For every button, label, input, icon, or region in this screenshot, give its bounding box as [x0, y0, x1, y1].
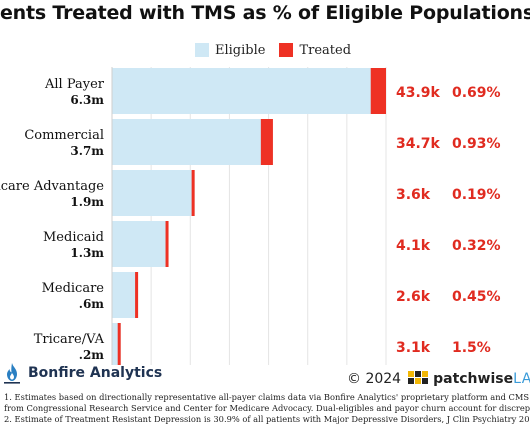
legend: Eligible Treated [195, 41, 365, 59]
category-label: Commercial [24, 128, 104, 143]
category-label: Medicare [42, 281, 105, 296]
logo-text: Bonfire Analytics [28, 365, 163, 381]
eligible-bar [112, 119, 273, 165]
treated-value-label: 3.1k [396, 340, 431, 356]
partner-suffix: LABS [513, 371, 530, 387]
footnote-line-1: 1. Estimates based on directionally repr… [4, 392, 530, 402]
treated-value-label: 43.9k [396, 85, 441, 101]
legend-item-treated: Treated [279, 43, 351, 58]
treated-value-label: 3.6k [396, 187, 431, 203]
treated-bar [135, 272, 139, 318]
treated-value-label: 2.6k [396, 289, 431, 305]
footnotes: 1. Estimates based on directionally repr… [4, 392, 530, 425]
treated-bar [260, 119, 273, 165]
treated-value-label: 34.7k [396, 136, 441, 152]
bonfire-logo: Bonfire Analytics [0, 360, 200, 386]
treated-bar [191, 170, 195, 216]
treated-bar [370, 68, 386, 114]
footnote-line-2: from Congressional Research Service and … [4, 403, 530, 413]
treated-value-label: 4.1k [396, 238, 431, 254]
flame-icon [4, 363, 20, 384]
eligible-value-label: 1.3m [70, 246, 104, 260]
legend-swatch-treated [279, 43, 294, 57]
percent-label: 0.32% [452, 238, 501, 254]
category-label: All Payer [44, 77, 105, 92]
eligible-bar [112, 221, 169, 267]
eligible-value-label: .2m [79, 348, 105, 362]
eligible-value-label: 1.9m [70, 195, 104, 209]
eligible-bar [112, 272, 139, 318]
eligible-bar [112, 170, 195, 216]
eligible-value-label: 3.7m [70, 144, 104, 158]
category-label: Medicaid [43, 230, 104, 245]
partner-brand: patchwise [433, 371, 514, 387]
footnote-line-3: 2. Estimate of Treatment Resistant Depre… [4, 414, 530, 424]
copyright: © 2024 patchwise LABS [347, 370, 530, 388]
legend-item-eligible: Eligible [195, 43, 265, 58]
eligible-value-label: 6.3m [70, 93, 104, 107]
copyright-text: © 2024 [347, 371, 402, 387]
treated-bar [165, 221, 169, 267]
percent-label: 0.69% [452, 85, 501, 101]
eligible-bar [112, 68, 386, 114]
percent-label: 0.19% [452, 187, 501, 203]
percent-label: 0.93% [452, 136, 501, 152]
percent-label: 0.45% [452, 289, 501, 305]
percent-label: 1.5% [452, 340, 491, 356]
treated-bar [117, 323, 121, 365]
patchwise-logo-icon [408, 371, 429, 384]
legend-label-treated: Treated [299, 42, 352, 58]
chart-title: ents Treated with TMS as % of Eligible P… [0, 2, 530, 24]
eligible-bar [112, 323, 121, 365]
eligible-value-label: .6m [79, 297, 105, 311]
legend-swatch-eligible [195, 43, 209, 57]
category-label: Medicare Advantage [0, 179, 104, 194]
legend-label-eligible: Eligible [215, 42, 266, 58]
category-label: Tricare/VA [34, 332, 105, 347]
